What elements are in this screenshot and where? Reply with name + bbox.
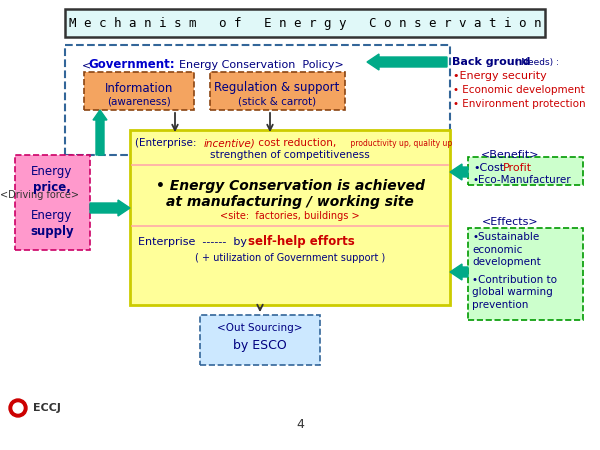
Text: •Energy security: •Energy security bbox=[453, 71, 547, 81]
Text: <site:  factories, buildings >: <site: factories, buildings > bbox=[220, 211, 360, 221]
FancyArrow shape bbox=[450, 164, 468, 180]
Text: Energy Conservation  Policy>: Energy Conservation Policy> bbox=[172, 60, 344, 70]
FancyArrow shape bbox=[93, 110, 107, 155]
FancyArrow shape bbox=[450, 264, 468, 280]
Bar bbox=[468, 157, 583, 185]
Bar bbox=[65, 9, 545, 37]
Text: •Cost: •Cost bbox=[473, 163, 504, 173]
Text: Enterprise  ------  by: Enterprise ------ by bbox=[138, 237, 251, 247]
Text: •Contribution to: •Contribution to bbox=[472, 275, 557, 285]
Text: • Energy Conservation is achieved: • Energy Conservation is achieved bbox=[155, 179, 424, 193]
Text: strengthen of competitiveness: strengthen of competitiveness bbox=[210, 150, 370, 160]
Text: <Benefit>: <Benefit> bbox=[481, 150, 539, 160]
Text: Back ground: Back ground bbox=[452, 57, 530, 67]
Text: Government:: Government: bbox=[88, 58, 175, 72]
Text: <: < bbox=[82, 60, 91, 70]
Text: at manufacturing / working site: at manufacturing / working site bbox=[166, 195, 414, 209]
Text: supply: supply bbox=[30, 225, 74, 238]
Bar bbox=[15, 155, 90, 250]
Text: global warming: global warming bbox=[472, 287, 553, 297]
Text: •Eco-Manufacturer: •Eco-Manufacturer bbox=[473, 175, 572, 185]
Text: • Environment protection: • Environment protection bbox=[453, 99, 586, 109]
Text: Regulation & support: Regulation & support bbox=[214, 81, 340, 94]
Text: • Economic development: • Economic development bbox=[453, 85, 585, 95]
Text: productivity up, quality up: productivity up, quality up bbox=[348, 139, 452, 148]
Text: Profit: Profit bbox=[503, 163, 532, 173]
Circle shape bbox=[13, 403, 23, 413]
Text: (stick & carrot): (stick & carrot) bbox=[238, 97, 316, 107]
Text: prevention: prevention bbox=[472, 300, 529, 310]
Text: by ESCO: by ESCO bbox=[233, 338, 287, 351]
FancyArrow shape bbox=[367, 54, 447, 70]
Text: self-help efforts: self-help efforts bbox=[248, 235, 355, 248]
Text: economic: economic bbox=[472, 245, 523, 255]
FancyArrow shape bbox=[90, 200, 130, 216]
Text: Energy: Energy bbox=[31, 166, 73, 179]
Bar bbox=[65, 45, 450, 155]
Text: 4: 4 bbox=[296, 418, 304, 432]
Bar bbox=[468, 228, 583, 320]
Text: <Driving force>: <Driving force> bbox=[1, 190, 79, 200]
Text: development: development bbox=[472, 257, 541, 267]
Text: Information: Information bbox=[105, 81, 173, 94]
Text: incentive): incentive) bbox=[204, 138, 256, 148]
Text: ( + utilization of Government support ): ( + utilization of Government support ) bbox=[195, 253, 385, 263]
Text: cost reduction,: cost reduction, bbox=[255, 138, 336, 148]
Text: ECCJ: ECCJ bbox=[33, 403, 61, 413]
Text: M e c h a n i s m   o f   E n e r g y   C o n s e r v a t i o n: M e c h a n i s m o f E n e r g y C o n … bbox=[69, 17, 541, 30]
Text: <Effects>: <Effects> bbox=[482, 217, 538, 227]
Text: (awareness): (awareness) bbox=[107, 97, 171, 107]
Text: price,: price, bbox=[33, 180, 71, 194]
Text: (Enterprise:: (Enterprise: bbox=[135, 138, 200, 148]
Text: <Out Sourcing>: <Out Sourcing> bbox=[217, 323, 303, 333]
Text: •Sustainable: •Sustainable bbox=[472, 232, 539, 242]
Circle shape bbox=[9, 399, 27, 417]
Bar bbox=[84, 72, 194, 110]
Text: Energy: Energy bbox=[31, 210, 73, 222]
Bar bbox=[130, 130, 450, 305]
Text: ( Needs) :: ( Needs) : bbox=[512, 58, 559, 67]
Bar bbox=[200, 315, 320, 365]
Bar bbox=[210, 72, 345, 110]
